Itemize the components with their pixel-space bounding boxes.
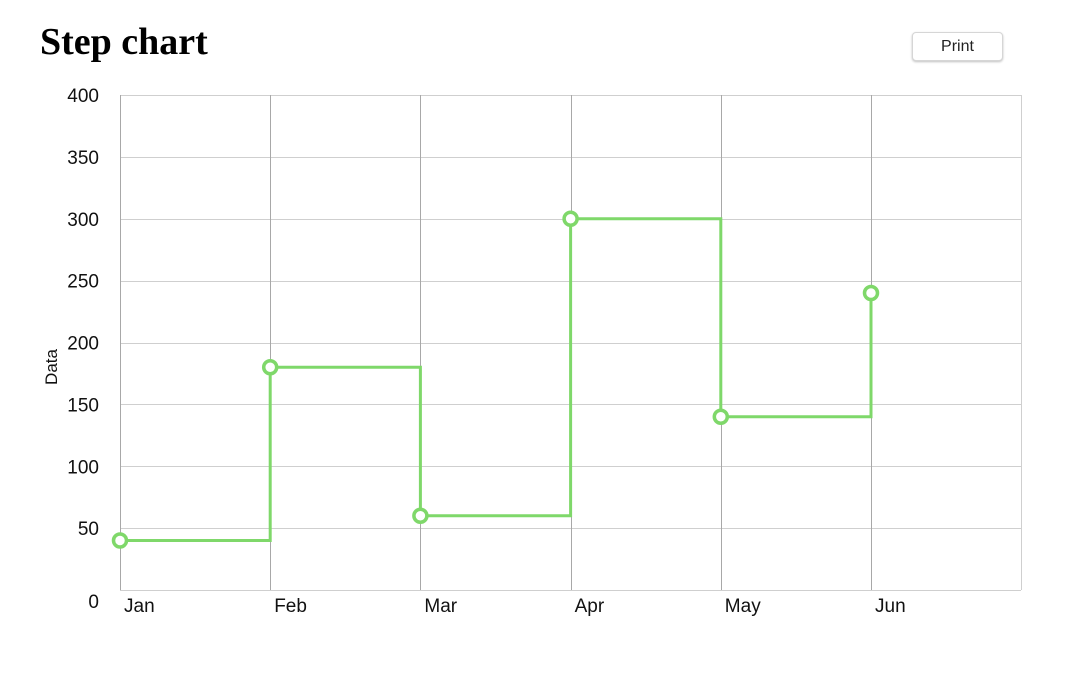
x-tick-label: Jun xyxy=(875,596,906,617)
y-tick-label: 300 xyxy=(67,210,99,231)
series-step-line xyxy=(120,217,873,542)
y-tick-label: 200 xyxy=(67,334,99,355)
data-point-marker[interactable] xyxy=(111,532,129,549)
y-axis-ticks: 0 50 100 150 200 250 300 350 400 xyxy=(67,86,99,613)
x-axis-ticks: Jan Feb Mar Apr May Jun xyxy=(124,596,906,617)
y-axis-title: Data xyxy=(42,349,61,385)
data-point-marker[interactable] xyxy=(261,359,279,376)
x-tick-label: Jan xyxy=(124,596,155,617)
y-tick-label: 400 xyxy=(67,86,99,107)
x-tick-label: Mar xyxy=(424,596,457,617)
y-tick-label: 50 xyxy=(78,519,99,540)
y-tick-label: 250 xyxy=(67,272,99,293)
data-point-marker[interactable] xyxy=(412,507,429,524)
series-layer xyxy=(111,210,880,549)
x-tick-label: Apr xyxy=(575,596,605,617)
y-tick-label: 150 xyxy=(67,395,99,416)
data-point-marker[interactable] xyxy=(712,408,730,425)
y-tick-label: 350 xyxy=(67,148,99,169)
x-tick-label: May xyxy=(725,596,761,617)
x-tick-label: Feb xyxy=(274,596,307,617)
data-point-marker[interactable] xyxy=(862,284,880,302)
data-point-marker[interactable] xyxy=(562,210,579,227)
y-tick-label: 0 xyxy=(88,592,99,613)
page-title: Step chart xyxy=(40,21,208,63)
print-button[interactable]: Print xyxy=(912,32,1003,61)
y-tick-label: 100 xyxy=(67,457,99,478)
